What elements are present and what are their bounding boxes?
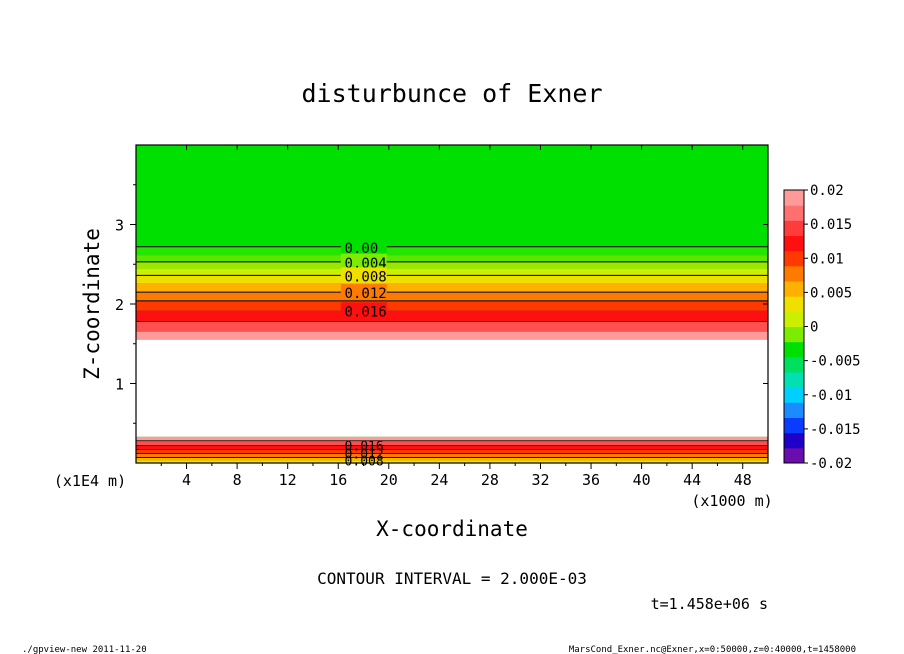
masked-region	[136, 339, 768, 437]
x-tick-label: 12	[279, 471, 297, 489]
contour-band	[136, 321, 768, 332]
time-label: t=1.458e+06 s	[651, 595, 768, 613]
colorbar-segment	[784, 417, 804, 434]
contour-band	[136, 261, 768, 270]
contour-band-bottom	[136, 440, 768, 446]
colorbar-segment	[784, 356, 804, 373]
contour-band	[136, 269, 768, 276]
contour-interval-note: CONTOUR INTERVAL = 2.000E-03	[317, 569, 587, 588]
colorbar-tick-label: -0.005	[810, 354, 861, 370]
contour-label-bg	[340, 284, 387, 299]
y-tick-label: 2	[115, 296, 124, 314]
colorbar-tick-label: 0	[810, 320, 818, 336]
x-axis-label: X-coordinate	[376, 517, 528, 541]
contour-band-bottom	[136, 457, 768, 461]
contour-label-bg	[340, 267, 387, 282]
colorbar-segment	[784, 447, 804, 464]
contour-label-bg	[340, 253, 387, 268]
colorbar-segment	[784, 250, 804, 267]
contour-band-bottom	[136, 449, 768, 454]
colorbar-tick-label: 0.015	[810, 217, 852, 233]
colorbar-segment	[784, 265, 804, 282]
x-tick-label: 48	[734, 471, 752, 489]
colorbar: 0.02 0.015 0.01 0.005 0 -0.005 -0.01 -0.015 -0.0…	[783, 183, 861, 472]
contour-band	[136, 292, 768, 301]
contour-label: 0.016	[345, 304, 387, 320]
y-tick-label: 3	[115, 217, 124, 235]
colorbar-tick-label: 0.005	[810, 285, 852, 301]
contour-label-bottom: 0.016	[345, 440, 384, 455]
contour-band-bottom	[136, 445, 768, 450]
plot-area	[136, 145, 768, 463]
y-axis: 1 2 3	[115, 184, 768, 424]
x-tick-label: 16	[329, 471, 347, 489]
contour-band-bottom	[136, 436, 768, 441]
colorbar-tick-label: 0.01	[810, 251, 844, 267]
x-tick-label: 28	[481, 471, 499, 489]
y-axis-label: Z-coordinate	[80, 228, 104, 380]
colorbar-segment	[784, 402, 804, 418]
colorbar-tick-label: 0.02	[810, 183, 844, 199]
x-tick-label: 36	[582, 471, 600, 489]
x-axis: 4 8 12 16 20 24 28 32 36 40 44 48	[160, 145, 752, 489]
y-unit-label: (x1E4 m)	[54, 472, 126, 490]
colorbar-segment	[784, 281, 804, 297]
colorbar-segment	[784, 387, 804, 403]
contour-band	[136, 331, 768, 340]
x-tick-label: 24	[430, 471, 448, 489]
colorbar-segment	[784, 311, 804, 327]
colorbar-tick-label: -0.015	[810, 422, 861, 438]
contour-label-bg	[340, 302, 387, 317]
x-tick-label: 8	[233, 471, 242, 489]
footer-right: MarsCond_Exner.nc@Exner,x=0:50000,z=0:40…	[569, 645, 856, 654]
x-tick-label: 32	[531, 471, 549, 489]
colorbar-segment	[784, 372, 804, 388]
contour-label-bottom: 0.012	[345, 447, 384, 462]
contour-label-bottom: 0.008	[345, 455, 384, 470]
contour-label: 0.00	[345, 241, 379, 257]
contour-band	[136, 300, 768, 311]
colorbar-segment	[784, 326, 804, 343]
x-unit-label: (x1000 m)	[691, 492, 772, 510]
y-tick-label: 1	[115, 376, 124, 394]
x-tick-label: 44	[683, 471, 701, 489]
colorbar-segment	[784, 190, 804, 206]
contour-label-bg	[340, 238, 387, 253]
contour-lines	[136, 246, 768, 458]
colorbar-segment	[784, 235, 804, 252]
colorbar-segment	[784, 296, 804, 312]
contour-band-bottom	[136, 460, 768, 463]
contour-label: 0.012	[345, 286, 387, 302]
chart-title: disturbunce of Exner	[301, 79, 602, 108]
contour-band	[136, 246, 768, 256]
contour-band-bottom	[136, 453, 768, 458]
x-tick-label: 4	[182, 471, 191, 489]
contour-band	[136, 255, 768, 262]
colorbar-segment	[784, 205, 804, 221]
footer-left: ./gpview-new 2011-11-20	[22, 645, 147, 654]
contour-band	[136, 310, 768, 322]
contour-band	[136, 275, 768, 284]
colorbar-tick-label: -0.01	[810, 388, 852, 404]
contour-band	[136, 283, 768, 293]
contour-bands	[136, 145, 768, 463]
x-tick-label: 40	[633, 471, 651, 489]
colorbar-tick-label: -0.02	[810, 456, 852, 472]
contour-label: 0.008	[345, 269, 387, 285]
x-tick-label: 20	[380, 471, 398, 489]
colorbar-segment	[784, 432, 804, 449]
colorbar-segment	[784, 341, 804, 358]
colorbar-segment	[784, 220, 804, 236]
